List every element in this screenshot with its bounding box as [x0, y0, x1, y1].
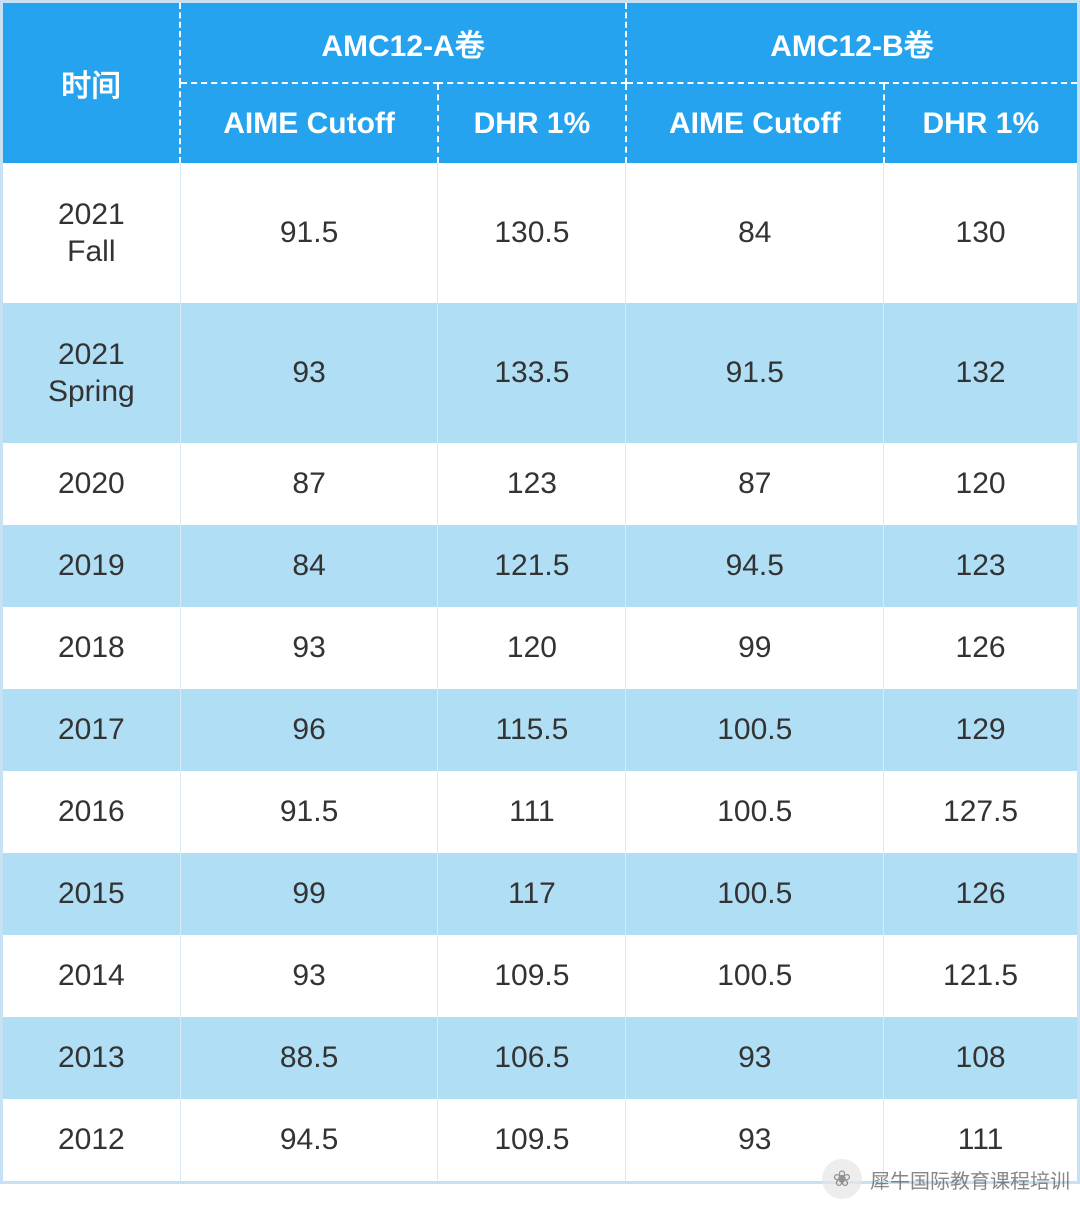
cell-b-dhr: 132	[884, 303, 1077, 443]
table-row: 201796115.5100.5129	[3, 689, 1077, 771]
cell-a-dhr: 109.5	[438, 1099, 626, 1181]
cell-time-line1: 2018	[3, 629, 180, 667]
table-row: 2021Fall91.5130.584130	[3, 163, 1077, 303]
cell-time-line2: Fall	[3, 233, 180, 271]
header-group-a: AMC12-A卷	[180, 3, 626, 83]
header-group-b: AMC12-B卷	[626, 3, 1077, 83]
cell-b-aime: 99	[626, 607, 884, 689]
cell-time: 2015	[3, 853, 180, 935]
cell-time-line1: 2021	[3, 196, 180, 234]
cell-time: 2021Spring	[3, 303, 180, 443]
table-row: 2021Spring93133.591.5132	[3, 303, 1077, 443]
cell-a-aime: 88.5	[180, 1017, 438, 1099]
cell-time: 2012	[3, 1099, 180, 1181]
cell-b-aime: 93	[626, 1017, 884, 1099]
header-a-aime: AIME Cutoff	[180, 83, 438, 163]
score-table-wrapper: 时间 AMC12-A卷 AMC12-B卷 AIME Cutoff DHR 1% …	[0, 0, 1080, 1184]
cell-a-aime: 93	[180, 303, 438, 443]
table-row: 201493109.5100.5121.5	[3, 935, 1077, 1017]
table-row: 201984121.594.5123	[3, 525, 1077, 607]
cell-time-line1: 2014	[3, 957, 180, 995]
cell-a-dhr: 109.5	[438, 935, 626, 1017]
cell-b-dhr: 108	[884, 1017, 1077, 1099]
cell-time-line1: 2015	[3, 875, 180, 913]
cell-time-line1: 2019	[3, 547, 180, 585]
cell-a-dhr: 106.5	[438, 1017, 626, 1099]
cell-b-dhr: 127.5	[884, 771, 1077, 853]
score-table: 时间 AMC12-A卷 AMC12-B卷 AIME Cutoff DHR 1% …	[3, 3, 1077, 1181]
cell-b-aime: 87	[626, 443, 884, 525]
cell-a-aime: 87	[180, 443, 438, 525]
cell-b-aime: 94.5	[626, 525, 884, 607]
cell-a-aime: 91.5	[180, 771, 438, 853]
cell-b-aime: 100.5	[626, 853, 884, 935]
table-row: 201388.5106.593108	[3, 1017, 1077, 1099]
cell-a-dhr: 121.5	[438, 525, 626, 607]
cell-b-aime: 100.5	[626, 771, 884, 853]
cell-time-line1: 2021	[3, 336, 180, 374]
cell-time: 2014	[3, 935, 180, 1017]
cell-a-dhr: 111	[438, 771, 626, 853]
cell-time-line1: 2020	[3, 465, 180, 503]
cell-a-aime: 99	[180, 853, 438, 935]
cell-a-aime: 93	[180, 607, 438, 689]
header-time: 时间	[3, 3, 180, 163]
cell-time-line1: 2013	[3, 1039, 180, 1077]
cell-a-dhr: 115.5	[438, 689, 626, 771]
cell-b-dhr: 120	[884, 443, 1077, 525]
table-row: 201691.5111100.5127.5	[3, 771, 1077, 853]
table-row: 201599117100.5126	[3, 853, 1077, 935]
cell-a-dhr: 130.5	[438, 163, 626, 303]
cell-b-aime: 84	[626, 163, 884, 303]
cell-b-aime: 100.5	[626, 935, 884, 1017]
watermark: ❀ 犀牛国际教育课程培训	[822, 1159, 1070, 1199]
cell-a-dhr: 117	[438, 853, 626, 935]
cell-a-aime: 91.5	[180, 163, 438, 303]
cell-time-line1: 2017	[3, 711, 180, 749]
cell-time: 2021Fall	[3, 163, 180, 303]
cell-b-dhr: 126	[884, 607, 1077, 689]
header-b-aime: AIME Cutoff	[626, 83, 884, 163]
cell-time-line1: 2012	[3, 1121, 180, 1159]
cell-a-aime: 96	[180, 689, 438, 771]
watermark-icon: ❀	[822, 1159, 862, 1199]
table-header: 时间 AMC12-A卷 AMC12-B卷 AIME Cutoff DHR 1% …	[3, 3, 1077, 163]
table-body: 2021Fall91.5130.5841302021Spring93133.59…	[3, 163, 1077, 1181]
cell-b-dhr: 126	[884, 853, 1077, 935]
table-row: 20189312099126	[3, 607, 1077, 689]
cell-b-dhr: 123	[884, 525, 1077, 607]
cell-b-aime: 91.5	[626, 303, 884, 443]
cell-b-aime: 100.5	[626, 689, 884, 771]
header-b-dhr: DHR 1%	[884, 83, 1077, 163]
watermark-text: 犀牛国际教育课程培训	[870, 1165, 1070, 1194]
cell-b-dhr: 121.5	[884, 935, 1077, 1017]
table-row: 20208712387120	[3, 443, 1077, 525]
cell-time: 2017	[3, 689, 180, 771]
cell-a-aime: 93	[180, 935, 438, 1017]
cell-time: 2018	[3, 607, 180, 689]
cell-time: 2019	[3, 525, 180, 607]
header-a-dhr: DHR 1%	[438, 83, 626, 163]
cell-time-line1: 2016	[3, 793, 180, 831]
cell-a-dhr: 120	[438, 607, 626, 689]
cell-a-aime: 94.5	[180, 1099, 438, 1181]
cell-time-line2: Spring	[3, 373, 180, 411]
cell-b-dhr: 129	[884, 689, 1077, 771]
cell-b-dhr: 130	[884, 163, 1077, 303]
cell-time: 2020	[3, 443, 180, 525]
cell-time: 2016	[3, 771, 180, 853]
cell-a-aime: 84	[180, 525, 438, 607]
cell-time: 2013	[3, 1017, 180, 1099]
cell-a-dhr: 133.5	[438, 303, 626, 443]
cell-a-dhr: 123	[438, 443, 626, 525]
